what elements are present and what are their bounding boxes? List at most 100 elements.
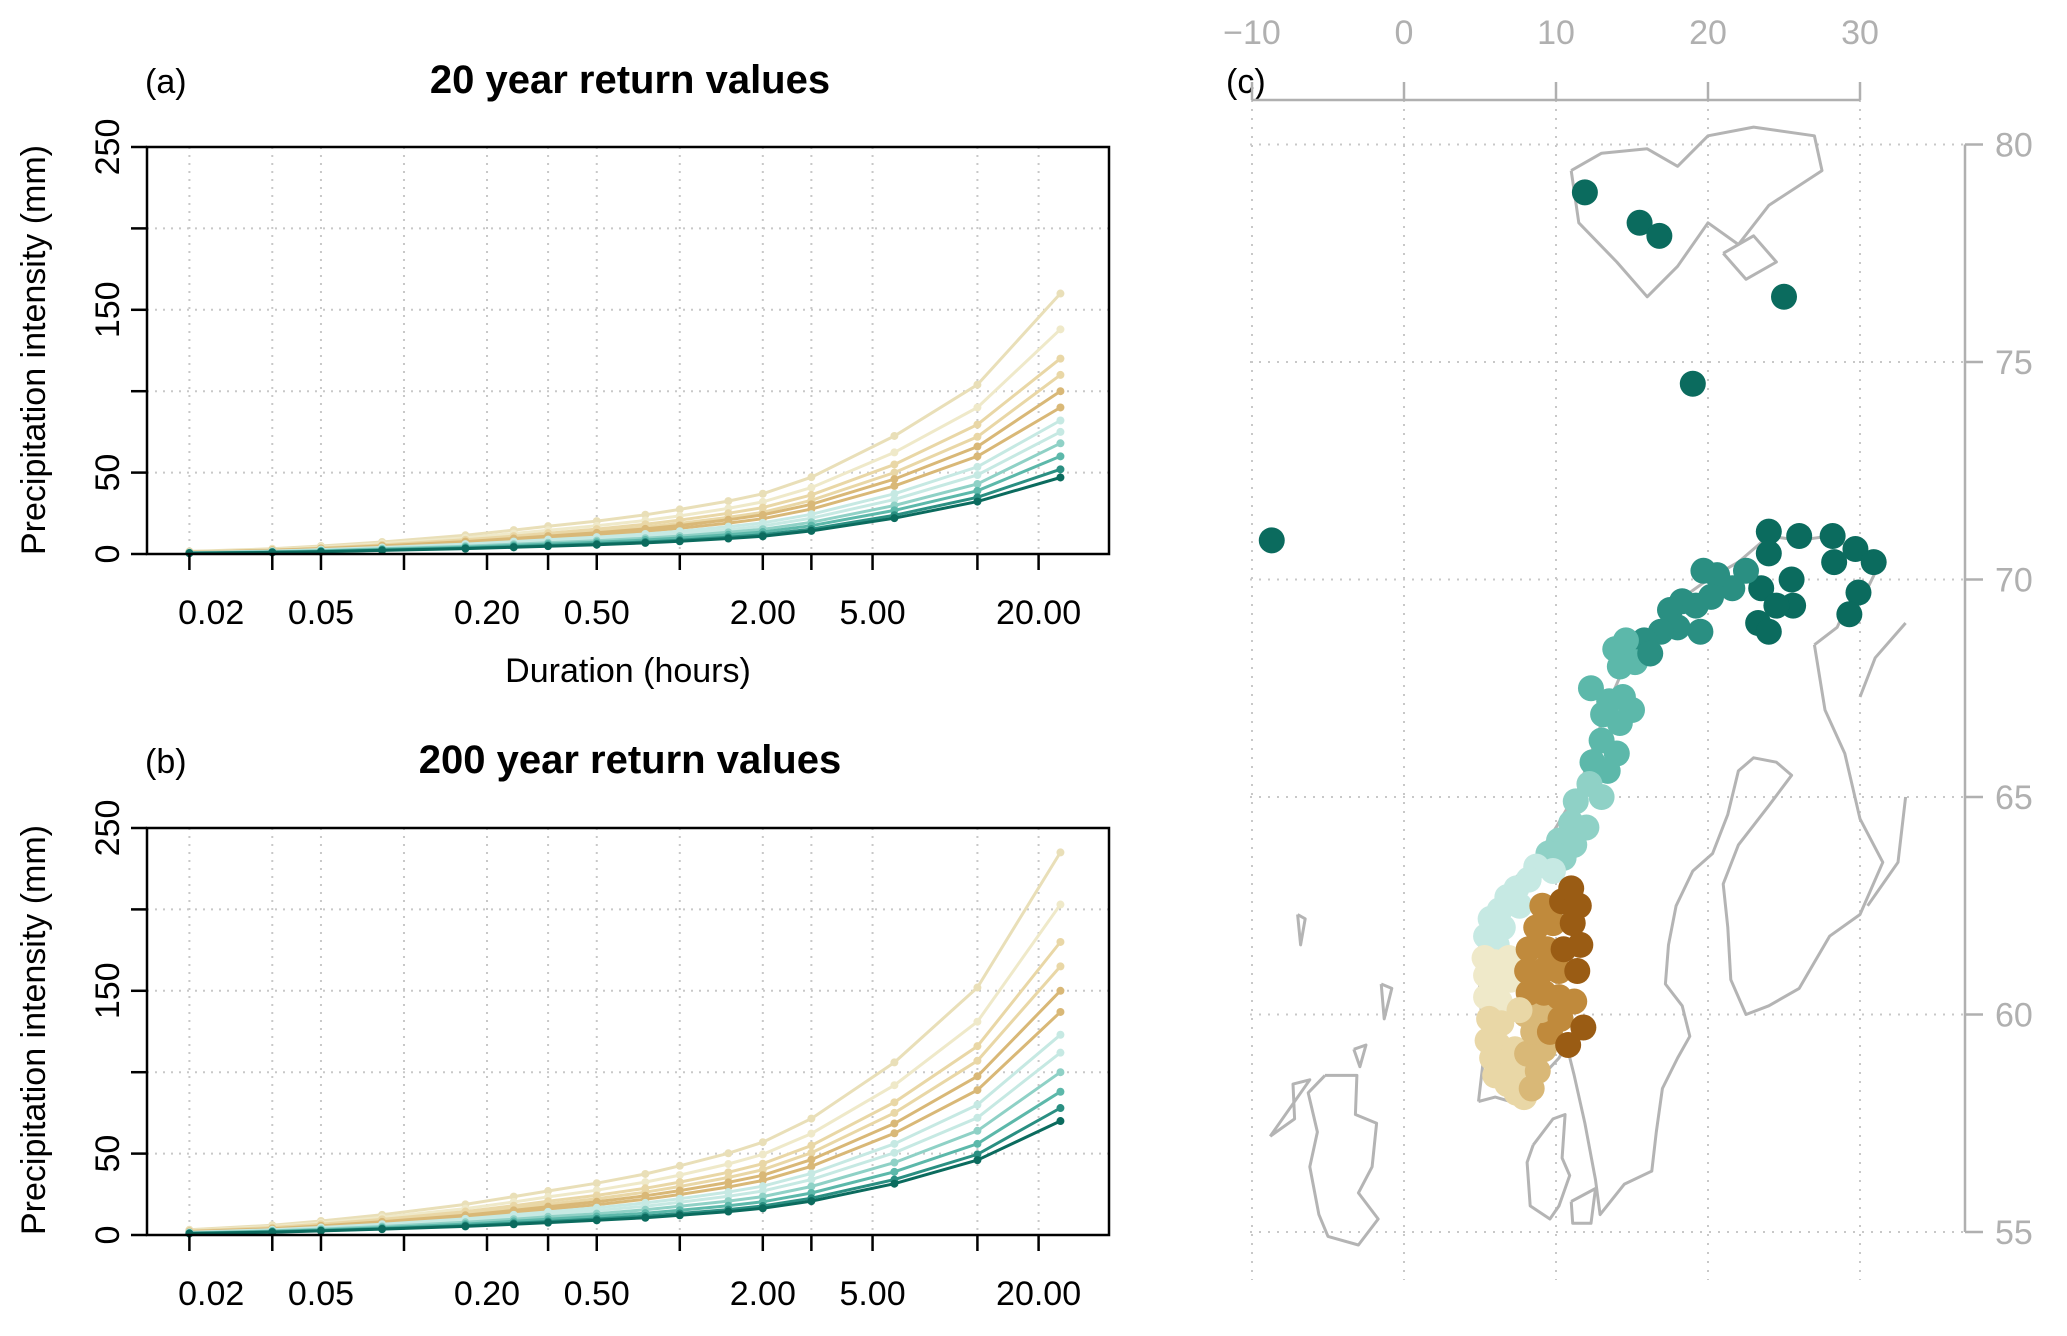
series-point — [758, 489, 767, 498]
station-marker — [1755, 618, 1782, 645]
panel-a-series — [185, 289, 1065, 558]
panel-b-y-axis-label: Precipitation intensity (mm) — [15, 825, 53, 1235]
series-point — [890, 1081, 899, 1090]
panel-b-y-axis: 0 50 150 250 — [89, 800, 147, 1244]
series-point — [675, 1171, 684, 1180]
series-point — [973, 462, 982, 471]
series-point — [807, 1141, 816, 1150]
series-point — [890, 1108, 899, 1117]
series-point — [890, 514, 899, 523]
station-marker — [1558, 875, 1585, 902]
series-point — [509, 543, 518, 552]
latitude-tick-label: 80 — [1995, 127, 2033, 165]
longitude-tick-label: 10 — [1537, 14, 1575, 52]
series-point — [675, 537, 684, 546]
panel-c-graticule — [1250, 100, 1965, 1280]
series-line — [189, 903, 1062, 1232]
panel-b-title: 200 year return values — [419, 738, 841, 782]
x-tick-label: 5.00 — [839, 1275, 905, 1313]
series-point — [890, 495, 899, 504]
coastline-path — [1306, 1073, 1380, 1247]
station-marker — [1561, 988, 1588, 1015]
series-point — [1056, 325, 1065, 334]
panel-a-line-chart: (a) 20 year return values 0.02 0.05 0.20 0.… — [15, 58, 1111, 690]
series-point — [890, 431, 899, 440]
series-point — [973, 1072, 982, 1081]
station-marker — [1546, 958, 1573, 984]
station-marker — [1755, 518, 1782, 545]
station-marker — [1571, 179, 1598, 206]
series-point — [890, 460, 899, 469]
coastline-path — [1296, 913, 1307, 947]
station-marker — [1679, 370, 1706, 397]
series-point — [807, 1114, 816, 1123]
station-marker — [1488, 1010, 1515, 1037]
series-point — [592, 540, 601, 549]
series-point — [973, 380, 982, 389]
panel-a-label: (a) — [145, 63, 187, 101]
x-tick-label: 0.20 — [454, 1275, 520, 1313]
coastline-path — [1478, 644, 1885, 1217]
station-marker — [1821, 549, 1848, 576]
series-point — [641, 1178, 650, 1187]
series-point — [1056, 289, 1065, 298]
latitude-tick-label: 65 — [1995, 779, 2033, 817]
series-point — [890, 1179, 899, 1188]
series-point — [758, 1159, 767, 1168]
panel-c-longitude-axis: −10 0 10 20 30 — [1223, 14, 1879, 102]
panel-b-plot-frame — [145, 826, 1111, 1237]
series-point — [758, 1187, 767, 1196]
series-point — [675, 1211, 684, 1220]
coastline-path — [1866, 796, 1908, 907]
series-point — [641, 1169, 650, 1178]
latitude-tick-label: 60 — [1995, 997, 2033, 1035]
series-point — [1056, 1007, 1065, 1016]
series-point — [890, 468, 899, 477]
series-point — [675, 505, 684, 514]
series-point — [973, 983, 982, 992]
series-point — [758, 1150, 767, 1159]
series-point — [973, 1042, 982, 1051]
panel-a-y-axis-label: Precipitation intensity (mm) — [15, 145, 53, 555]
series-point — [1056, 1104, 1065, 1113]
station-marker — [1763, 592, 1790, 619]
coastline-path — [1268, 1078, 1312, 1138]
series-point — [890, 489, 899, 498]
series-point — [1056, 1048, 1065, 1057]
series-point — [544, 542, 553, 551]
x-tick-label: 0.50 — [564, 1275, 630, 1313]
latitude-tick-label: 70 — [1995, 562, 2033, 600]
series-point — [807, 483, 816, 492]
series-point — [509, 1220, 518, 1229]
station-marker — [1539, 857, 1566, 884]
series-point — [807, 1162, 816, 1171]
station-marker — [1860, 549, 1887, 576]
series-point — [1056, 465, 1065, 474]
panel-c-stations — [1258, 179, 1887, 1111]
series-point — [316, 1226, 325, 1235]
series-point — [973, 403, 982, 412]
series-point — [890, 1148, 899, 1157]
station-marker — [1778, 566, 1805, 593]
station-marker — [1529, 892, 1556, 919]
series-point — [592, 1216, 601, 1225]
series-line — [189, 1119, 1062, 1235]
series-point — [758, 1176, 767, 1185]
panel-b-label: (b) — [145, 743, 187, 781]
series-point — [758, 1165, 767, 1174]
series-point — [807, 526, 816, 535]
station-marker — [1515, 936, 1542, 963]
series-point — [890, 1098, 899, 1107]
coastline-path — [1352, 1043, 1368, 1069]
series-point — [807, 1129, 816, 1138]
station-marker — [1836, 601, 1863, 628]
series-point — [973, 1113, 982, 1122]
series-point — [807, 1155, 816, 1164]
series-point — [758, 1138, 767, 1147]
series-point — [807, 1182, 816, 1191]
series-line — [189, 941, 1062, 1233]
panel-c-label: (c) — [1226, 63, 1266, 101]
x-tick-label: 0.05 — [288, 1275, 354, 1313]
x-tick-label: 0.20 — [454, 594, 520, 632]
series-point — [973, 442, 982, 451]
